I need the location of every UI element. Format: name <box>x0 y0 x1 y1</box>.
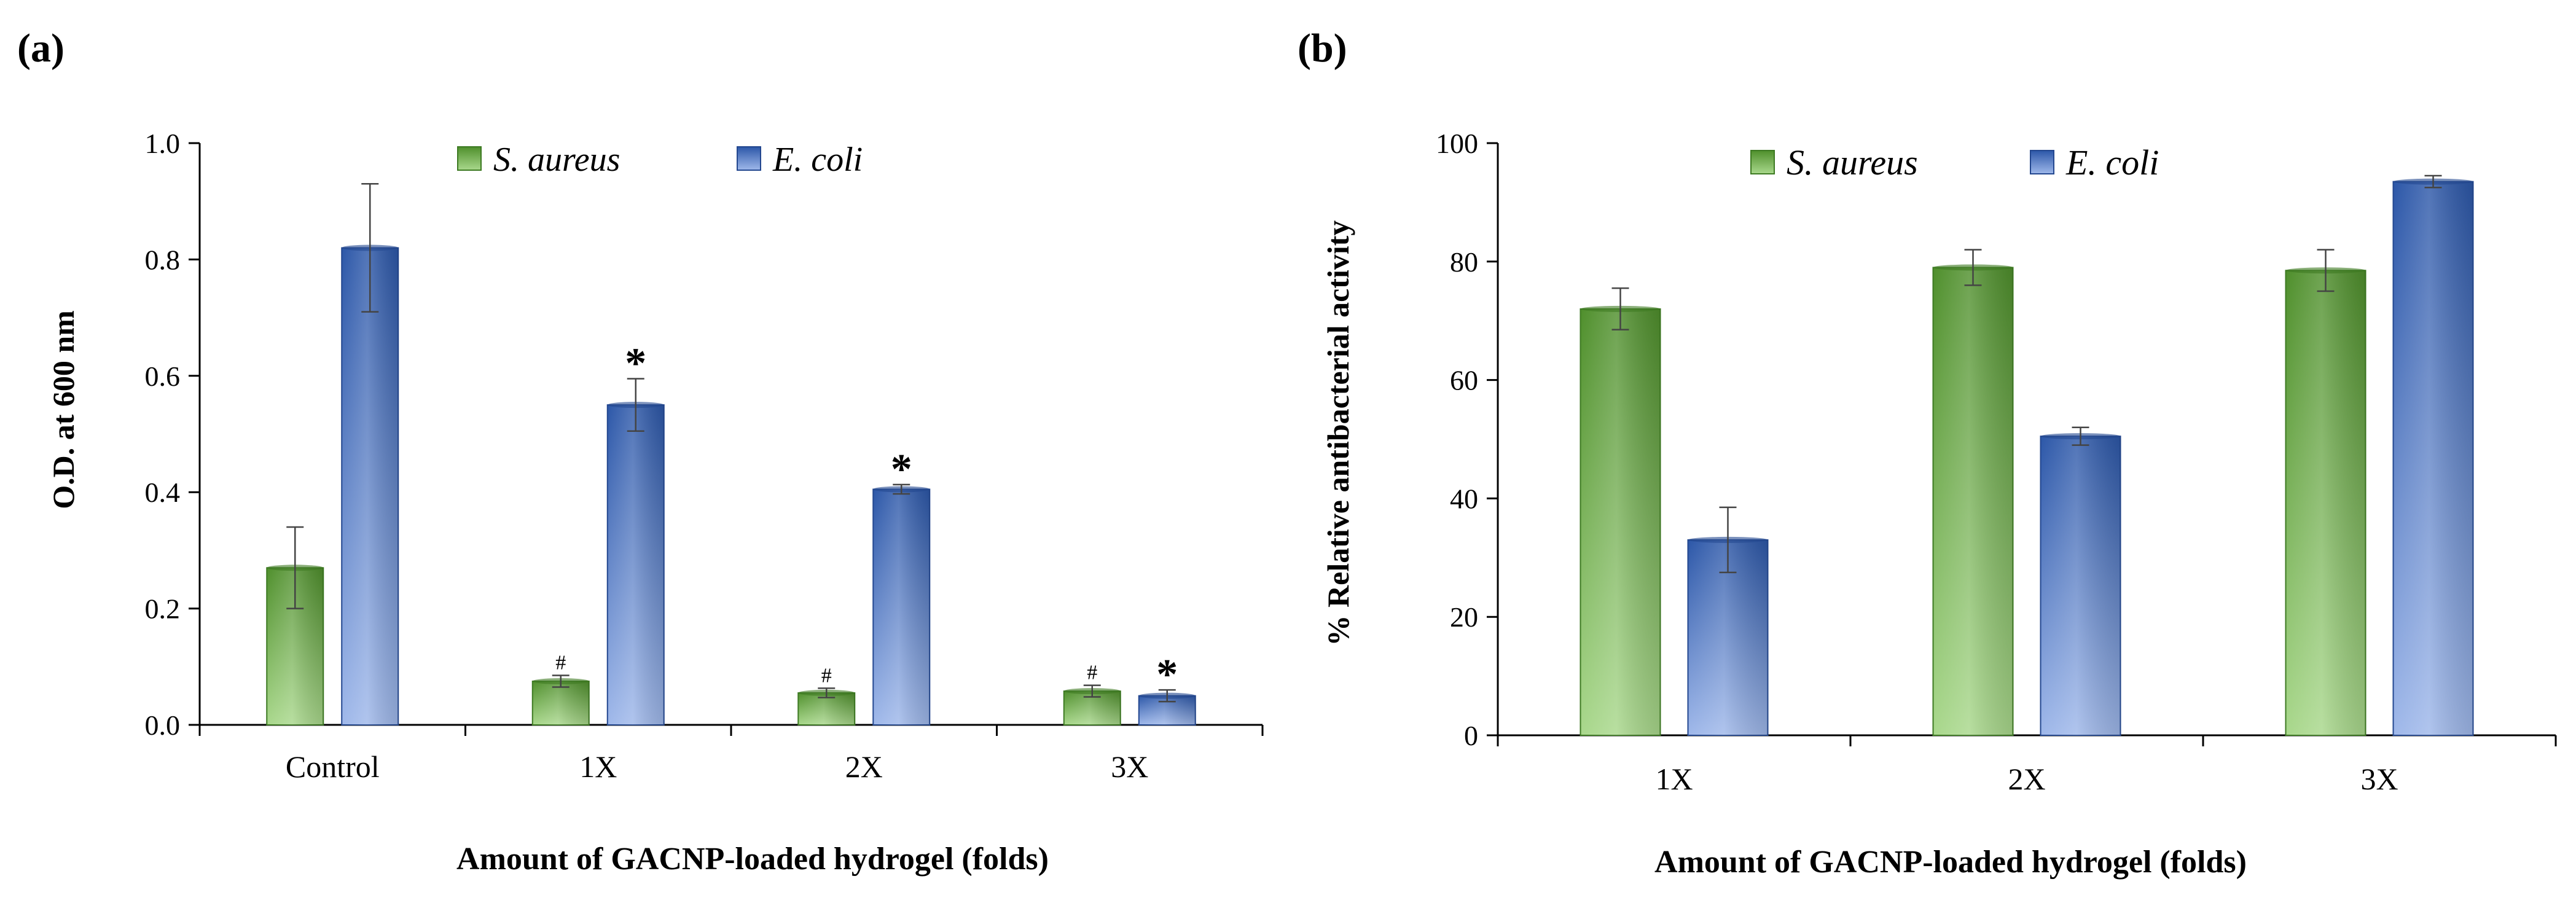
bar-shading <box>532 681 589 725</box>
legend-swatch-s-aureus <box>457 146 482 171</box>
panel-b-x-axis-label: Amount of GACNP-loaded hydrogel (folds) <box>1654 845 2247 880</box>
panel-a-y-axis-label: O.D. at 600 nm <box>46 310 80 509</box>
significance-mark: * <box>625 340 646 388</box>
panel-b-label: (b) <box>1298 26 1347 71</box>
panel-a-legend: S. aureus E. coli <box>457 141 863 179</box>
panel-a-bar-chart: (a) O.D. at 600 nm Amount of GACNP-loade… <box>17 26 1264 877</box>
bar-shading <box>342 248 399 725</box>
legend-label-e-coli: E. coli <box>2065 143 2159 182</box>
legend-label-e-coli: E. coli <box>772 141 863 179</box>
panel-b-axes <box>1497 143 2556 737</box>
y-tick-label: 60 <box>1450 365 1478 396</box>
y-tick-label: 0.6 <box>145 361 181 392</box>
x-tick-label: 3X <box>2360 762 2398 796</box>
y-tick-label: 1.0 <box>145 128 181 159</box>
y-tick-label: 100 <box>1436 128 1478 159</box>
bar-shading <box>2393 181 2473 735</box>
panel-b-ticks: 0 20 40 60 80 100 1X 2X 3X <box>1436 128 2557 796</box>
x-tick-label: 3X <box>1111 749 1148 784</box>
y-tick-label: 0 <box>1464 720 1478 751</box>
y-tick-label: 0.4 <box>145 477 181 508</box>
x-tick-label: 1X <box>579 749 617 784</box>
panel-b-bars <box>1580 174 2474 737</box>
x-tick-label: 1X <box>1655 762 1693 796</box>
bar-shading <box>2040 436 2121 735</box>
legend-swatch-e-coli <box>737 146 761 171</box>
significance-mark: * <box>891 446 912 493</box>
y-tick-label: 0.2 <box>145 593 181 625</box>
legend-swatch-e-coli <box>2030 150 2054 174</box>
x-tick-label: Control <box>286 749 380 784</box>
significance-mark: * <box>1156 651 1178 698</box>
panel-a-bars: # * # * # * <box>266 183 1196 726</box>
x-tick-label: 2X <box>845 749 883 784</box>
bar-shading <box>873 489 930 725</box>
significance-mark: # <box>1087 662 1097 684</box>
legend-swatch-s-aureus <box>1750 150 1775 174</box>
y-tick-label: 40 <box>1450 483 1478 514</box>
panel-a-ticks: 0.0 0.2 0.4 0.6 0.8 1.0 Control 1X 2X 3X <box>145 128 1264 784</box>
y-tick-label: 20 <box>1450 601 1478 633</box>
bar-shading <box>1933 267 2013 735</box>
significance-mark: # <box>821 664 832 687</box>
panel-b-legend: S. aureus E. coli <box>1750 143 2159 182</box>
legend-label-s-aureus: S. aureus <box>1787 143 1918 182</box>
bar-shading <box>607 405 664 725</box>
significance-mark: # <box>555 652 566 674</box>
legend-label-s-aureus: S. aureus <box>493 141 620 179</box>
panel-b-y-axis-label: % Relative antibacterial activity <box>1321 221 1355 646</box>
panel-b-bar-chart: (b) % Relative antibacterial activity Am… <box>1298 26 2557 880</box>
y-tick-label: 0.8 <box>145 244 181 275</box>
y-tick-label: 0.0 <box>145 710 181 741</box>
x-tick-label: 2X <box>2008 762 2045 796</box>
panel-a-label: (a) <box>17 26 65 71</box>
bar-shading <box>1580 308 1661 735</box>
bar-shading <box>2285 270 2366 735</box>
panel-a-x-axis-label: Amount of GACNP-loaded hydrogel (folds) <box>456 842 1049 877</box>
y-tick-label: 80 <box>1450 246 1478 278</box>
